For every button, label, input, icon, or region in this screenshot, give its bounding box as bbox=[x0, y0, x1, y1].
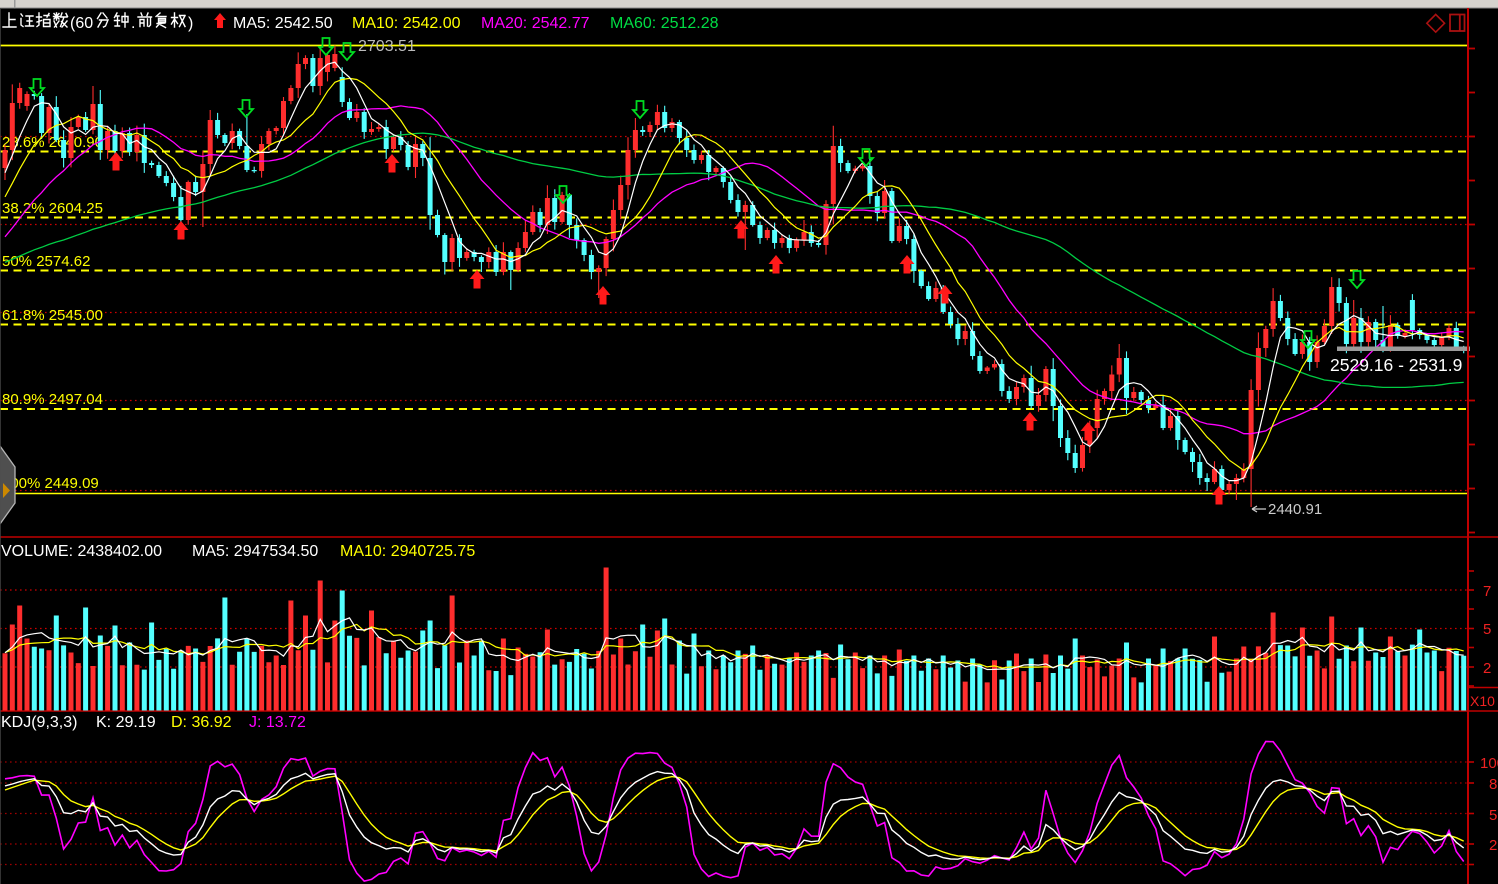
svg-text:K: 29.19: K: 29.19 bbox=[96, 714, 156, 731]
svg-text:D: 36.92: D: 36.92 bbox=[171, 714, 232, 731]
svg-text:7: 7 bbox=[1483, 583, 1491, 600]
svg-text:38.2% 2604.25: 38.2% 2604.25 bbox=[2, 200, 103, 217]
svg-text:100: 100 bbox=[1480, 755, 1498, 772]
svg-text:80.9% 2497.04: 80.9% 2497.04 bbox=[2, 391, 103, 408]
svg-text:X10: X10 bbox=[1470, 693, 1495, 709]
svg-text:MA60: 2512.28: MA60: 2512.28 bbox=[610, 15, 719, 32]
svg-text:2440.91: 2440.91 bbox=[1268, 501, 1322, 518]
svg-text:2529.16 - 2531.9: 2529.16 - 2531.9 bbox=[1330, 355, 1462, 375]
svg-text:): ) bbox=[188, 15, 193, 32]
svg-text:100% 2449.09: 100% 2449.09 bbox=[2, 475, 99, 492]
svg-text:20: 20 bbox=[1489, 837, 1498, 854]
svg-text:MA20: 2542.77: MA20: 2542.77 bbox=[481, 15, 590, 32]
svg-text:J: 13.72: J: 13.72 bbox=[249, 714, 306, 731]
svg-text:.: . bbox=[131, 15, 135, 32]
svg-text:MA10: 2542.00: MA10: 2542.00 bbox=[352, 15, 461, 32]
svg-text:80: 80 bbox=[1489, 776, 1498, 793]
svg-text:2703.51: 2703.51 bbox=[358, 38, 416, 55]
svg-text:VOLUME: 2438402.00: VOLUME: 2438402.00 bbox=[1, 543, 162, 560]
svg-text:MA10: 2940725.75: MA10: 2940725.75 bbox=[340, 543, 475, 560]
svg-text:2: 2 bbox=[1483, 660, 1491, 677]
svg-text:MA5: 2947534.50: MA5: 2947534.50 bbox=[192, 543, 318, 560]
svg-text:(60: (60 bbox=[70, 15, 93, 32]
svg-text:50% 2574.62: 50% 2574.62 bbox=[2, 253, 90, 270]
svg-text:61.8% 2545.00: 61.8% 2545.00 bbox=[2, 307, 103, 324]
svg-text:23.6% 2640.90: 23.6% 2640.90 bbox=[2, 134, 103, 151]
svg-text:5: 5 bbox=[1483, 621, 1491, 638]
svg-text:MA5: 2542.50: MA5: 2542.50 bbox=[233, 15, 333, 32]
svg-text:50: 50 bbox=[1489, 807, 1498, 824]
svg-text:KDJ(9,3,3): KDJ(9,3,3) bbox=[1, 714, 77, 731]
